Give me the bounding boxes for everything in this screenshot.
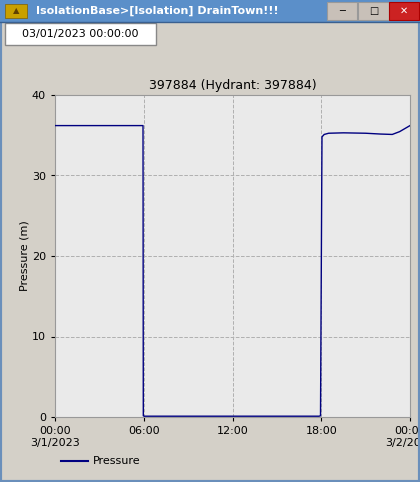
Text: ─: ─ [339, 6, 345, 16]
Text: ▲: ▲ [13, 6, 19, 15]
Text: 03/01/2023 00:00:00: 03/01/2023 00:00:00 [22, 29, 139, 40]
Title: 397884 (Hydrant: 397884): 397884 (Hydrant: 397884) [149, 80, 316, 93]
Y-axis label: Pressure (m): Pressure (m) [19, 221, 29, 292]
Legend: Pressure: Pressure [60, 456, 140, 467]
Text: IsolationBase>[Isolation] DrainTown!!!: IsolationBase>[Isolation] DrainTown!!! [36, 6, 278, 16]
Text: □: □ [369, 6, 378, 16]
Text: ✕: ✕ [400, 6, 408, 16]
